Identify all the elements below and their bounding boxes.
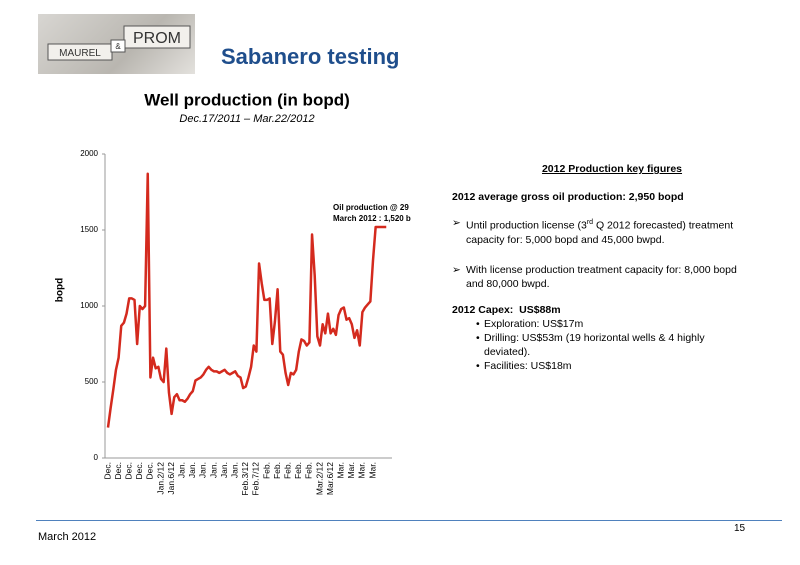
x-tick-label: Jan.2/12: [155, 462, 165, 495]
bullet-text: With license production treatment capaci…: [466, 263, 737, 290]
bullet: Until production license (3rd Q 2012 for…: [452, 216, 752, 247]
x-tick-label: Jan.: [187, 462, 197, 478]
key-figures-heading: 2012 Production key figures: [541, 163, 683, 175]
x-tick-label: Mar.: [367, 462, 377, 479]
x-tick-label: Dec.: [123, 462, 133, 479]
bullet-text: Until production license (3: [466, 219, 587, 232]
x-tick-label: Feb.7/12: [251, 462, 261, 496]
capex-item: Exploration: US$17m: [452, 317, 752, 331]
x-tick-label: Jan.: [208, 462, 218, 478]
x-tick-label: Feb.3/12: [240, 462, 250, 496]
x-tick-label: Feb.: [304, 462, 314, 479]
annotation: March 2012 : 1,520 b: [333, 214, 411, 223]
x-tick-label: Mar.: [335, 462, 345, 479]
superscript: rd: [586, 219, 594, 226]
logo-text: PROM: [133, 30, 181, 47]
x-tick-label: Dec.: [102, 462, 112, 479]
bullet-text: Q 2012 forecasted) treatment capacity fo…: [466, 219, 734, 246]
x-tick-label: Mar.6/12: [325, 462, 335, 495]
y-tick-label: 1500: [80, 225, 98, 234]
x-tick-label: Mar.: [346, 462, 356, 479]
slide-title: Sabanero testing: [221, 44, 400, 69]
x-tick-label: Dec.: [113, 462, 123, 479]
y-tick-label: 500: [85, 377, 99, 386]
capex-label: 2012 Capex:: [452, 303, 514, 316]
footer-date: March 2012: [38, 531, 97, 543]
x-tick-label: Jan.: [229, 462, 239, 478]
annotation: Oil production @ 29: [333, 203, 409, 212]
capex-total: US$88m: [519, 303, 561, 316]
x-tick-label: Jan.: [219, 462, 229, 478]
logo-text: MAUREL: [59, 48, 101, 59]
x-tick-label: Jan.6/12: [166, 462, 176, 495]
x-tick-label: Mar.2/12: [314, 462, 324, 495]
x-tick-label: Feb.: [272, 462, 282, 479]
chart-title: Well production (in bopd): [144, 90, 350, 109]
page-number: 15: [734, 523, 746, 534]
x-tick-label: Feb.: [293, 462, 303, 479]
x-tick-label: Feb.: [261, 462, 271, 479]
logo: MAUREL & PROM: [38, 14, 195, 74]
production-line: [106, 172, 387, 428]
y-axis-label: bopd: [55, 278, 66, 302]
chart-subtitle: Dec.17/2011 – Mar.22/2012: [179, 113, 314, 125]
logo-box: [110, 39, 126, 53]
x-tick-label: Dec.: [145, 462, 155, 479]
logo-text: &: [115, 42, 121, 51]
x-tick-label: Mar.: [357, 462, 367, 479]
x-tick-label: Dec.: [134, 462, 144, 479]
y-tick-label: 1000: [80, 301, 98, 310]
y-tick-label: 2000: [80, 149, 98, 158]
capex: 2012 Capex: US$88m: [452, 303, 752, 317]
chart: Well production (in bopd) Dec.17/2011 – …: [55, 90, 411, 496]
capex-item: Drilling: US$53m (19 horizontal wells & …: [452, 331, 752, 359]
average-production: 2012 average gross oil production: 2,950…: [452, 191, 684, 203]
bullet: With license production treatment capaci…: [452, 263, 752, 291]
logo-box: [123, 25, 191, 49]
y-tick-label: 0: [94, 453, 99, 462]
footer-rule: [36, 520, 782, 521]
x-tick-label: Jan.: [176, 462, 186, 478]
capex-item: Facilities: US$18m: [452, 359, 752, 373]
key-figures: 2012 Production key figures 2012 average…: [452, 162, 752, 373]
logo-art: MAUREL & PROM: [47, 25, 191, 61]
x-tick-label: Feb.: [282, 462, 292, 479]
x-tick-label: Jan.: [198, 462, 208, 478]
